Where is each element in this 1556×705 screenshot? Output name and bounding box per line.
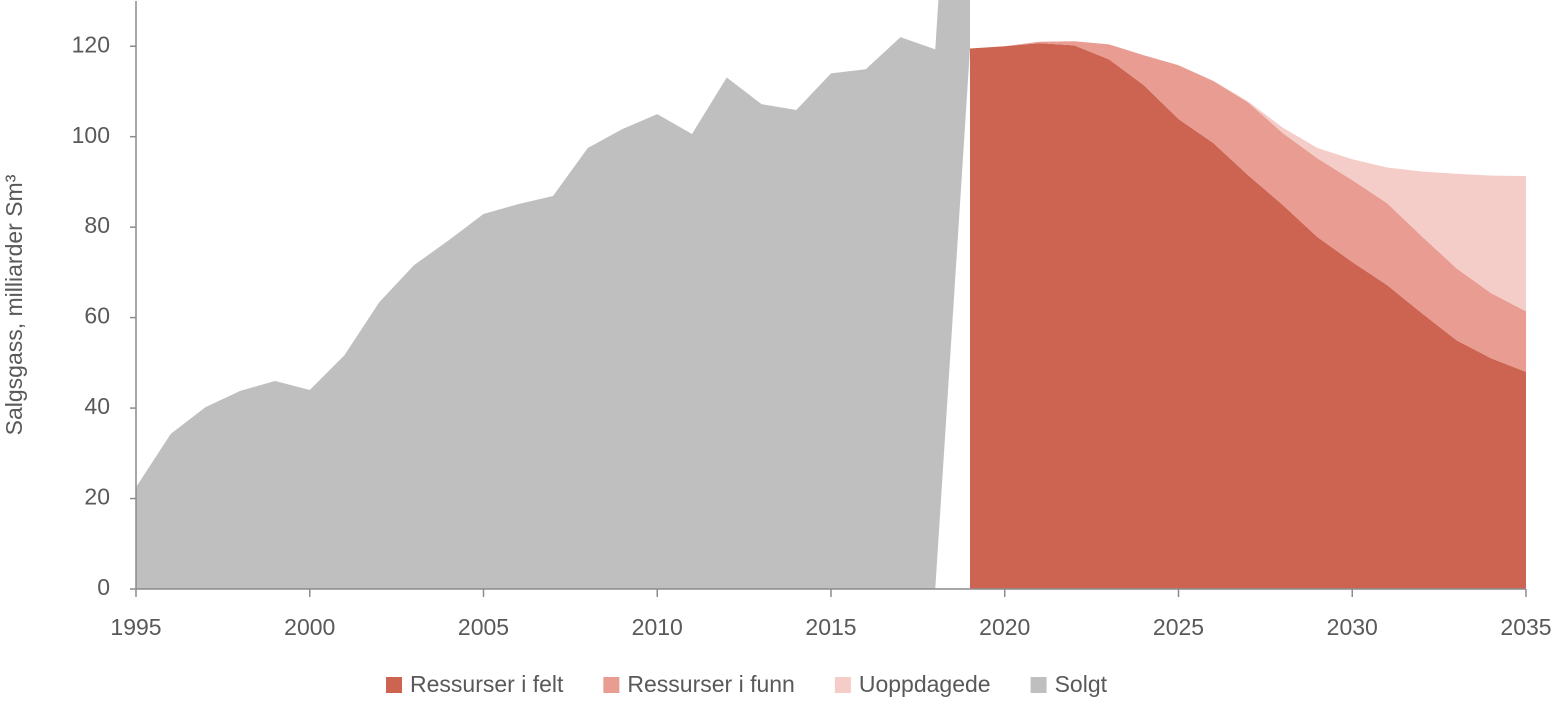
legend-label: Ressurser i funn xyxy=(627,671,794,697)
legend-swatch xyxy=(386,677,402,693)
legend-swatch xyxy=(1030,677,1047,693)
x-tick-label: 2030 xyxy=(1327,614,1378,640)
x-tick-label: 2010 xyxy=(632,614,683,640)
area xyxy=(970,43,1526,589)
x-tick-label: 1995 xyxy=(110,614,161,640)
y-tick-label: 100 xyxy=(72,122,110,148)
legend-swatch xyxy=(603,677,620,693)
y-tick-label: 20 xyxy=(84,484,110,510)
legend-label: Ressurser i felt xyxy=(410,671,564,697)
area xyxy=(970,41,1526,312)
legend-label: Solgt xyxy=(1055,671,1108,697)
legend-label: Uoppdagede xyxy=(859,671,991,697)
area xyxy=(970,41,1526,372)
area xyxy=(136,0,970,589)
y-tick-label: 40 xyxy=(84,393,110,419)
y-axis-label: Salgsgass, milliarder Sm³ xyxy=(1,174,27,435)
x-tick-label: 2015 xyxy=(805,614,856,640)
x-tick-label: 2000 xyxy=(284,614,335,640)
y-tick-label: 0 xyxy=(97,574,110,600)
x-tick-label: 2025 xyxy=(1153,614,1204,640)
y-tick-label: 60 xyxy=(84,303,110,329)
y-tick-label: 120 xyxy=(72,31,110,57)
x-tick-label: 2035 xyxy=(1500,614,1551,640)
y-tick-label: 80 xyxy=(84,212,110,238)
x-tick-label: 2020 xyxy=(979,614,1030,640)
x-tick-label: 2005 xyxy=(458,614,509,640)
legend-swatch xyxy=(834,677,851,693)
